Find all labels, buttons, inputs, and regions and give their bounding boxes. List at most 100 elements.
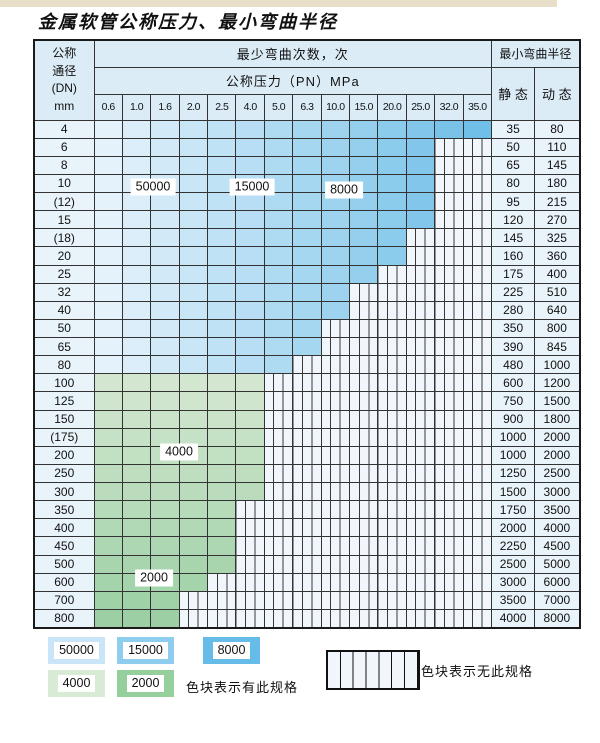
grid-cell-no-spec: [349, 500, 379, 520]
grid-cell: [320, 228, 351, 248]
grid-cell: [178, 391, 209, 411]
grid-cell: [349, 264, 379, 284]
grid-cell-no-spec: [462, 336, 493, 357]
grid-cell: [320, 137, 351, 157]
static-value-cell: 390: [491, 336, 536, 357]
grid-cell: [320, 191, 351, 212]
grid-cell-no-spec: [462, 155, 493, 175]
grid-cell-no-spec: [178, 608, 209, 629]
grid-cell: [377, 119, 407, 139]
dn-cell: 700: [33, 590, 95, 610]
static-value-cell: 50: [491, 137, 536, 157]
grid-cell-no-spec: [263, 500, 294, 520]
grid-cell: [178, 518, 209, 538]
grid-cell: [121, 572, 152, 592]
grid-cell: [150, 554, 180, 574]
static-value-cell: 1500: [491, 481, 536, 502]
grid-cell-no-spec: [462, 445, 493, 465]
grid-cell-no-spec: [462, 173, 493, 194]
dynamic-value-cell: 400: [534, 264, 581, 284]
grid-cell: [235, 228, 265, 248]
grid-cell: [292, 191, 322, 212]
table-row: 50 350 800: [33, 318, 581, 339]
grid-cell: [349, 173, 379, 194]
grid-cell-no-spec: [434, 137, 464, 157]
dynamic-value-cell: 1500: [534, 391, 581, 411]
grid-cell-no-spec: [434, 191, 464, 212]
grid-cell: [178, 191, 209, 212]
dynamic-value-cell: 3500: [534, 500, 581, 520]
grid-cell: [121, 355, 152, 375]
grid-cell: [178, 409, 209, 429]
grid-cell: [121, 500, 152, 520]
static-value-cell: 750: [491, 391, 536, 411]
grid-cell: [121, 481, 152, 502]
grid-cell-no-spec: [405, 373, 436, 393]
grid-cell-no-spec: [263, 536, 294, 556]
grid-cell-no-spec: [377, 391, 407, 411]
grid-cell-no-spec: [377, 608, 407, 629]
grid-cell-no-spec: [434, 318, 464, 339]
grid-cell-no-spec: [462, 572, 493, 592]
grid-cell: [121, 228, 152, 248]
grid-cell-no-spec: [377, 373, 407, 393]
grid-cell: [178, 427, 209, 447]
grid-cell: [178, 336, 209, 357]
grid-cell: [235, 445, 265, 465]
grid-cell-no-spec: [235, 536, 265, 556]
grid-cell-no-spec: [462, 373, 493, 393]
grid-cell-no-spec: [462, 300, 493, 320]
table-row: 6 50 110: [33, 137, 581, 157]
grid-cell-no-spec: [462, 282, 493, 302]
grid-cell: [207, 463, 237, 484]
grid-cell: [377, 173, 407, 194]
no-spec-swatch: [326, 650, 420, 690]
grid-cell-no-spec: [405, 463, 436, 484]
grid-cell: [150, 572, 180, 592]
pressure-col-header: 6.3: [292, 93, 322, 121]
grid-cell: [263, 228, 294, 248]
pressure-col-header: 2.0: [178, 93, 209, 121]
grid-cell: [377, 210, 407, 230]
dn-cell: 150: [33, 409, 95, 429]
grid-cell-no-spec: [434, 500, 464, 520]
grid-cell: [207, 173, 237, 194]
grid-cell: [207, 445, 237, 465]
table-row: 200 1000 2000: [33, 445, 581, 465]
grid-cell-no-spec: [405, 228, 436, 248]
grid-cell-no-spec: [377, 463, 407, 484]
grid-cell: [263, 155, 294, 175]
dn-cell: 200: [33, 445, 95, 465]
grid-cell-no-spec: [462, 536, 493, 556]
grid-cell: [150, 481, 180, 502]
grid-cell: [263, 210, 294, 230]
grid-cell-no-spec: [292, 608, 322, 629]
grid-cell: [349, 228, 379, 248]
grid-cell: [235, 409, 265, 429]
grid-cell-no-spec: [405, 608, 436, 629]
grid-cell-no-spec: [292, 355, 322, 375]
table-row: 400 2000 4000: [33, 518, 581, 538]
pressure-values-row: 0.6 1.0 1.6 2.0 2.5 4.0 5.0 6.3 10.0 15.0 20.0 25.0…: [34, 93, 580, 121]
grid-cell: [121, 463, 152, 484]
grid-cell: [150, 608, 180, 629]
grid-cell-no-spec: [434, 336, 464, 357]
grid-cell-no-spec: [292, 536, 322, 556]
grid-cell-no-spec: [434, 246, 464, 266]
grid-cell-no-spec: [349, 572, 379, 592]
table-row: 800 4000 8000: [33, 608, 581, 629]
dynamic-value-cell: 8000: [534, 608, 581, 629]
legend-swatch: 15000: [117, 637, 174, 664]
grid-cell: [207, 282, 237, 302]
table-row: 32 225 510: [33, 282, 581, 302]
grid-cell-no-spec: [405, 318, 436, 339]
grid-cell-no-spec: [263, 445, 294, 465]
grid-cell: [207, 246, 237, 266]
dynamic-value-cell: 845: [534, 336, 581, 357]
static-value-cell: 175: [491, 264, 536, 284]
grid-cell-no-spec: [349, 300, 379, 320]
dn-header-line: mm: [54, 98, 75, 113]
table-row: (18) 145 325: [33, 228, 581, 248]
grid-cell: [235, 300, 265, 320]
